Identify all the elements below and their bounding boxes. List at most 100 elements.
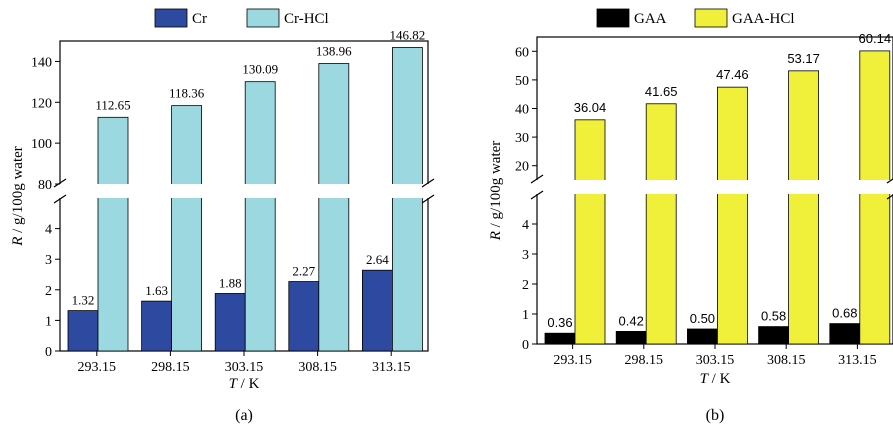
y-axis-label-unit: / g/100g water bbox=[10, 146, 26, 236]
data-label-gaa-0: 0.36 bbox=[547, 315, 572, 330]
x-tick-label-2: 303.15 bbox=[225, 360, 264, 375]
data-label-gaa-3: 0.58 bbox=[761, 309, 786, 324]
bar-cr-3 bbox=[288, 281, 320, 352]
x-axis-label-unit: / K bbox=[708, 371, 731, 387]
break-mark-bottom bbox=[421, 194, 435, 204]
y-tick-label: 0 bbox=[522, 338, 529, 353]
data-label-gaa-hcl-4: 60.14 bbox=[859, 31, 892, 46]
legend-label-gaa-hcl: GAA-HCl bbox=[732, 11, 795, 27]
x-axis-label-unit: / K bbox=[237, 376, 260, 392]
data-label-cr-hcl-3: 138.96 bbox=[316, 44, 352, 59]
break-mark-bottom bbox=[53, 194, 67, 204]
y-tick-label: 30 bbox=[515, 131, 529, 146]
bar-cr-hcl-3 bbox=[318, 63, 350, 352]
data-label-cr-4: 2.64 bbox=[366, 252, 389, 267]
data-label-cr-hcl-0: 112.65 bbox=[95, 97, 130, 112]
axis-break-gap bbox=[533, 180, 893, 194]
y-tick-label: 20 bbox=[515, 160, 529, 175]
y-axis-label: R / g/100g water bbox=[10, 146, 26, 247]
data-label-gaa-hcl-2: 47.46 bbox=[716, 67, 749, 82]
data-label-gaa-2: 0.50 bbox=[690, 311, 715, 326]
x-tick-label-1: 298.15 bbox=[625, 353, 664, 368]
data-label-gaa-hcl-0: 36.04 bbox=[574, 100, 607, 115]
bar-cr-hcl-4 bbox=[391, 47, 423, 352]
data-label-cr-1: 1.63 bbox=[145, 283, 168, 298]
break-mark-top bbox=[886, 178, 893, 184]
break-mark-top bbox=[530, 174, 544, 184]
data-label-gaa-hcl-1: 41.65 bbox=[645, 84, 678, 99]
x-tick-label-4: 313.15 bbox=[372, 360, 411, 375]
x-tick-label-0: 293.15 bbox=[78, 360, 117, 375]
bar-cr-hcl-2 bbox=[244, 81, 276, 352]
panel-label: (a) bbox=[235, 407, 253, 424]
x-axis-label: T / K bbox=[700, 371, 731, 387]
x-tick-label-1: 298.15 bbox=[151, 360, 190, 375]
y-tick-label: 100 bbox=[31, 137, 52, 152]
axis-break-gap bbox=[56, 184, 432, 198]
bar-gaa-hcl-2 bbox=[717, 86, 748, 345]
bar-gaa-0 bbox=[544, 332, 576, 345]
x-axis-label: T / K bbox=[229, 376, 260, 392]
bar-cr-1 bbox=[141, 300, 173, 352]
panel-label: (b) bbox=[706, 407, 725, 424]
bar-gaa-2 bbox=[687, 328, 718, 345]
bar-cr-2 bbox=[214, 293, 246, 352]
x-tick-label-3: 308.15 bbox=[298, 360, 337, 375]
y-tick-label: 3 bbox=[522, 248, 529, 263]
x-tick-label-3: 308.15 bbox=[767, 353, 806, 368]
data-label-gaa-hcl-3: 53.17 bbox=[787, 51, 820, 66]
y-tick-label: 1 bbox=[45, 314, 52, 329]
y-tick-label: 1 bbox=[522, 308, 529, 323]
chart-panel-a: 1.32 112.65 293.15 1.63 118.36 298.15 1.88 130.… bbox=[10, 8, 435, 424]
break-mark-bottom bbox=[886, 194, 893, 200]
y-tick-label: 3 bbox=[45, 253, 52, 268]
data-label-gaa-4: 0.68 bbox=[832, 306, 857, 321]
y-tick-label: 40 bbox=[515, 103, 529, 118]
data-label-cr-hcl-2: 130.09 bbox=[242, 62, 278, 77]
bar-cr-hcl-0 bbox=[97, 116, 129, 352]
y-axis-label: R / g/100g water bbox=[488, 141, 504, 242]
y-tick-label: 60 bbox=[515, 45, 529, 60]
break-mark-bottom bbox=[530, 190, 544, 200]
bar-cr-4 bbox=[361, 269, 393, 352]
legend-label-cr: Cr bbox=[192, 11, 207, 27]
x-tick-label-2: 303.15 bbox=[696, 353, 735, 368]
data-label-gaa-1: 0.42 bbox=[619, 313, 644, 328]
break-mark-top bbox=[53, 178, 67, 188]
data-label-cr-2: 1.88 bbox=[219, 275, 242, 290]
bar-gaa-1 bbox=[615, 330, 647, 345]
y-tick-label: 2 bbox=[522, 278, 529, 293]
bar-gaa-hcl-1 bbox=[645, 103, 677, 345]
y-axis-label-symbol: R bbox=[488, 231, 504, 241]
bar-gaa-3 bbox=[758, 326, 789, 345]
y-tick-label: 120 bbox=[31, 96, 52, 111]
data-label-cr-hcl-4: 146.82 bbox=[390, 27, 426, 42]
y-tick-label: 4 bbox=[522, 218, 529, 233]
legend-swatch-gaa-hcl bbox=[694, 8, 728, 28]
data-label-cr-3: 2.27 bbox=[292, 264, 315, 279]
legend-swatch-gaa bbox=[596, 8, 630, 28]
break-mark-top bbox=[421, 178, 435, 188]
x-tick-label-4: 313.15 bbox=[838, 353, 877, 368]
y-tick-label: 2 bbox=[45, 284, 52, 299]
y-axis-label-unit: / g/100g water bbox=[488, 141, 504, 231]
bar-cr-hcl-1 bbox=[171, 105, 203, 352]
bar-gaa-hcl-0 bbox=[574, 119, 606, 345]
legend-label-gaa: GAA bbox=[634, 11, 667, 27]
data-label-cr-hcl-1: 118.36 bbox=[169, 86, 205, 101]
legend-label-cr-hcl: Cr-HCl bbox=[284, 11, 329, 27]
bar-gaa-4 bbox=[829, 323, 861, 345]
y-tick-label: 0 bbox=[45, 345, 52, 360]
bar-cr-0 bbox=[67, 310, 99, 352]
x-axis-label-symbol: T bbox=[229, 376, 239, 392]
data-label-cr-0: 1.32 bbox=[72, 293, 95, 308]
bar-gaa-hcl-4 bbox=[859, 50, 891, 345]
chart-panel-b: 0.36 36.04 293.15 0.42 41.65 298.15 0.50 47.46 3… bbox=[488, 8, 893, 424]
y-axis-label-symbol: R bbox=[10, 237, 26, 247]
y-tick-label: 140 bbox=[31, 55, 52, 70]
y-tick-label: 80 bbox=[38, 178, 52, 193]
y-tick-label: 50 bbox=[515, 74, 529, 89]
x-tick-label-0: 293.15 bbox=[553, 353, 592, 368]
bar-gaa-hcl-3 bbox=[788, 70, 819, 345]
